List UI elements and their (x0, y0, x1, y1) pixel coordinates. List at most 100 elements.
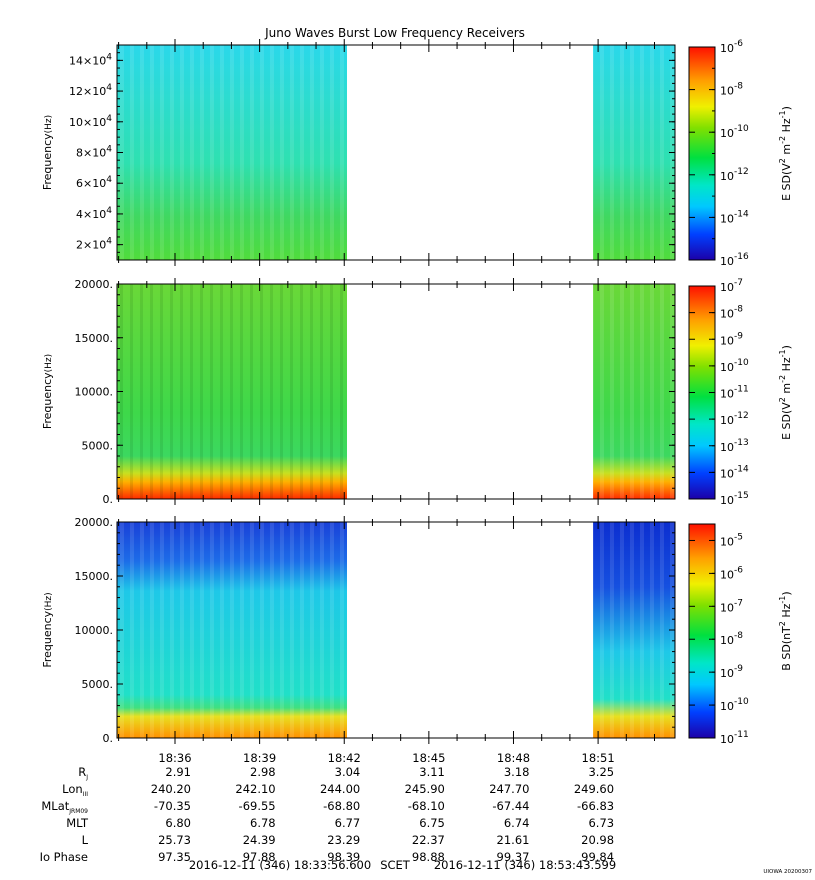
ephemeris-value: 6.74 (504, 816, 530, 830)
ephemeris-value: 6.78 (250, 816, 276, 830)
spectrogram-panel-middle: 20000. 15000. 10000. 5000. 0. Frequency(Hz) 10… (41, 278, 793, 507)
colorbar-tick-label: 10-7 (720, 278, 743, 294)
ephemeris-value: 25.73 (158, 833, 191, 847)
colorbar-tick-label: 10-12 (720, 167, 749, 183)
spectrogram-stripes-right (593, 45, 675, 260)
time-tick-label: 18:39 (243, 751, 276, 765)
y-tick-label: 15000. (75, 570, 114, 583)
colorbar-label: E SD(V2 m-2 Hz-1) (778, 345, 793, 440)
colorbar-tick-label: 10-9 (720, 664, 743, 680)
y-tick-label: 8×104 (76, 145, 112, 160)
ephemeris-value: 99.37 (497, 850, 530, 864)
y-tick-label: 4×104 (76, 206, 112, 221)
y-tick-label: 0. (103, 732, 114, 745)
colorbar-tick-label: 10-11 (720, 730, 749, 746)
ephemeris-value: -70.35 (154, 799, 191, 813)
colorbar-label: B SD(nT2 Hz-1) (778, 591, 793, 670)
ephemeris-value: 245.90 (405, 782, 445, 796)
time-tick-label: 18:51 (582, 751, 615, 765)
ephemeris-value: 22.37 (412, 833, 445, 847)
ephemeris-value: 6.77 (335, 816, 361, 830)
ephemeris-value: 249.60 (574, 782, 614, 796)
y-tick-label: 10×104 (69, 114, 112, 129)
time-range-frame: SCET (380, 858, 411, 872)
ephemeris-value: 3.11 (419, 765, 445, 779)
ephemeris-value: 3.04 (335, 765, 361, 779)
ephemeris-label: MLatJRM09 (41, 799, 88, 815)
ephemeris-label: L (82, 833, 89, 847)
ephemeris-value: 244.00 (320, 782, 360, 796)
y-tick-label: 0. (103, 493, 114, 506)
ephemeris-value: 3.25 (588, 765, 614, 779)
colorbar-tick-label: 10-12 (720, 411, 749, 427)
y-tick-label: 20000. (75, 516, 114, 529)
y-tick-label: 5000. (82, 678, 114, 691)
ephemeris-value: 98.88 (412, 850, 445, 864)
spectrogram-stripes-right (593, 522, 675, 738)
ephemeris-value: -67.44 (492, 799, 529, 813)
ephemeris-label: Io Phase (40, 850, 88, 864)
time-range-start: 2016-12-11 (346) 18:33:56.600 (189, 858, 371, 872)
ephemeris-value: 3.18 (504, 765, 530, 779)
colorbar-tick-label: 10-7 (720, 598, 743, 614)
y-tick-label: 5000. (82, 439, 114, 452)
y-tick-label: 10000. (75, 624, 114, 637)
spectrogram-stripes-left (117, 284, 347, 499)
ephemeris-value: 23.29 (327, 833, 360, 847)
y-tick-label: 10000. (75, 386, 114, 399)
spectrogram-panel-bottom: 20000. 15000. 10000. 5000. 0. Frequency(Hz) 10… (41, 516, 793, 746)
data-gap (347, 284, 593, 499)
colorbar-tick-label: 10-10 (720, 697, 749, 713)
spectrogram-stripes-left (117, 45, 347, 260)
time-tick-label: 18:36 (158, 751, 191, 765)
ephemeris-value: -69.55 (239, 799, 276, 813)
data-gap (347, 45, 593, 260)
y-tick-label: 2×104 (76, 237, 112, 252)
ephemeris-value: 97.88 (243, 850, 276, 864)
colorbar-tick-label: 10-6 (720, 565, 743, 581)
ephemeris-value: 240.20 (151, 782, 191, 796)
ephemeris-label: RJ (78, 765, 88, 781)
ephemeris-value: -68.80 (323, 799, 360, 813)
ephemeris-value: 242.10 (235, 782, 275, 796)
spectrogram-stripes-right (593, 284, 675, 499)
colorbar-tick-label: 10-10 (720, 358, 749, 374)
colorbar (688, 46, 716, 261)
ephemeris-value: 20.98 (581, 833, 614, 847)
ephemeris-value: 21.61 (497, 833, 530, 847)
y-tick-label: 6×104 (76, 175, 112, 190)
y-tick-label: 15000. (75, 332, 114, 345)
ephemeris-value: 2.91 (165, 765, 191, 779)
colorbar-tick-label: 10-9 (720, 331, 743, 347)
time-tick-label: 18:48 (497, 751, 530, 765)
time-range-end: 2016-12-11 (346) 18:53:43.599 (434, 858, 616, 872)
ephemeris-value: 99.84 (581, 850, 614, 864)
colorbar-tick-label: 10-11 (720, 385, 749, 401)
ephemeris-value: 24.39 (243, 833, 276, 847)
colorbar-tick-label: 10-14 (720, 464, 749, 480)
colorbar-tick-label: 10-10 (720, 124, 749, 140)
colorbar-label: E SD(V2 m-2 Hz-1) (778, 106, 793, 201)
data-gap (347, 522, 593, 738)
ephemeris-value: 98.39 (327, 850, 360, 864)
footer-stamp: UIOWA 20200307 (763, 869, 812, 875)
colorbar-tick-label: 10-15 (720, 491, 749, 507)
ephemeris-value: 247.70 (489, 782, 529, 796)
colorbar-tick-label: 10-6 (720, 39, 743, 55)
spectrogram-stripes-left (117, 522, 347, 738)
colorbar-tick-label: 10-13 (720, 438, 749, 454)
colorbar (688, 523, 716, 739)
colorbar-tick-label: 10-8 (720, 82, 743, 98)
colorbar-tick-label: 10-16 (720, 252, 749, 268)
ephemeris-label: MLT (66, 816, 89, 830)
colorbar-tick-label: 10-14 (720, 209, 749, 225)
colorbar-tick-label: 10-8 (720, 631, 743, 647)
y-axis-label: Frequency(Hz) (41, 592, 54, 667)
y-tick-label: 20000. (75, 278, 114, 291)
y-tick-label: 12×104 (69, 83, 112, 98)
ephemeris-value: 6.73 (588, 816, 614, 830)
y-axis-label: Frequency(Hz) (41, 115, 54, 190)
colorbar-tick-label: 10-5 (720, 532, 743, 548)
colorbar-tick-label: 10-8 (720, 305, 743, 321)
